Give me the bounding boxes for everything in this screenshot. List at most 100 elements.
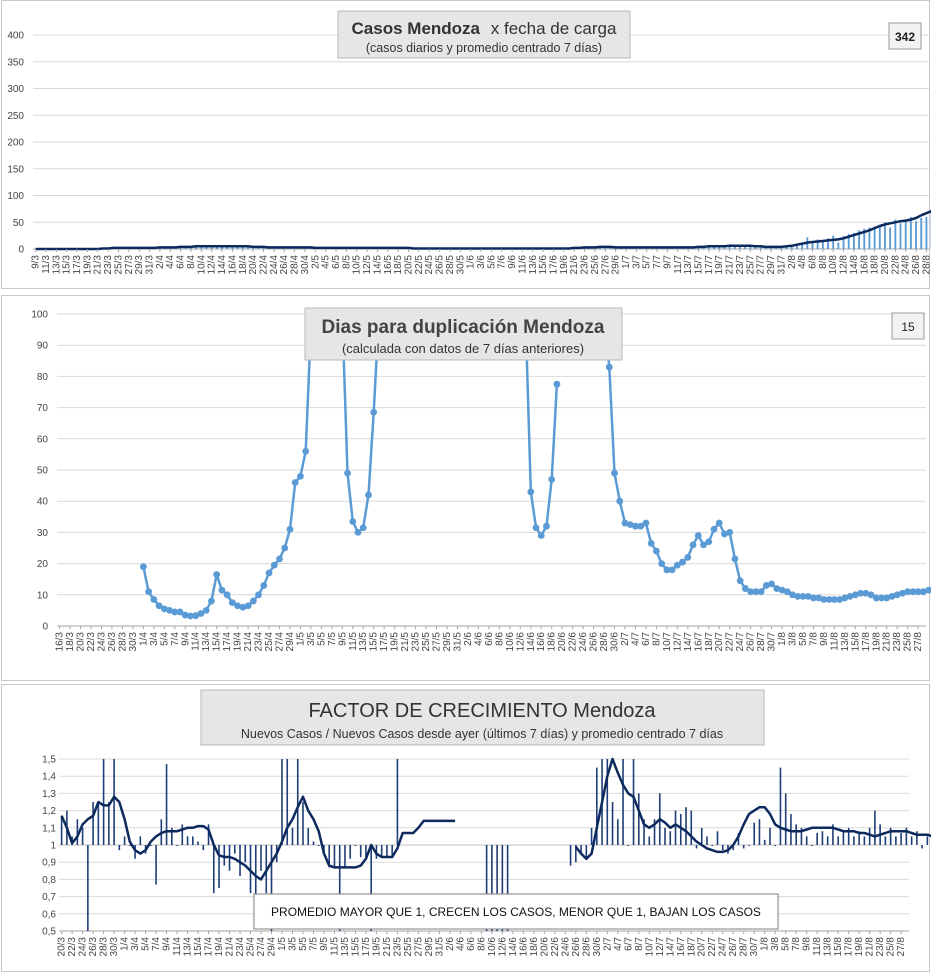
x-tick-label: 18/8	[870, 255, 881, 275]
bar-growth-factor	[485, 845, 488, 931]
doubling-point	[820, 596, 828, 603]
y-tick-label: 300	[7, 84, 24, 95]
bar-daily-cases	[904, 219, 907, 249]
x-tick-label: 16/4	[227, 255, 238, 275]
x-tick-label: 1/4	[120, 937, 131, 951]
doubling-point	[291, 479, 299, 486]
cases-chart: 0 50 100 150 200 250 300 350 400 9/3 11/3 13/3 15/3…	[7, 10, 931, 275]
doubling-point	[213, 571, 221, 578]
doubling-point	[281, 544, 289, 552]
doubling-point	[344, 469, 351, 477]
bar-growth-factor	[302, 802, 304, 845]
doubling-point	[857, 589, 864, 597]
bar-growth-factor	[391, 845, 393, 858]
doubling-point	[752, 588, 760, 596]
doubling-point	[160, 605, 168, 613]
x-tick-label: 3/8	[770, 937, 781, 951]
x-tick-label: 18/7	[686, 937, 697, 957]
x-tick-label: 17/8	[861, 632, 872, 652]
doubling-point	[302, 447, 310, 455]
bar-daily-cases	[873, 226, 876, 249]
bar-growth-factor	[769, 827, 771, 845]
x-tick-label: 20/6	[539, 937, 550, 957]
cases-bars	[101, 211, 931, 249]
bar-growth-factor	[585, 845, 588, 859]
doubling-point	[637, 522, 645, 530]
x-tick-label: 7/5	[308, 937, 319, 951]
bar-daily-cases	[739, 245, 741, 249]
x-tick-label: 4/6	[473, 632, 484, 646]
doubling-point	[155, 602, 163, 610]
bar-growth-factor	[281, 759, 283, 845]
bar-daily-cases	[226, 246, 229, 249]
growth-y-axis: 0,5 0,6 0,7 0,8 0,9 1 1,1 1,2 1,3 1,4 1,5	[42, 755, 56, 938]
x-tick-label: 15/5	[369, 632, 380, 652]
doubling-point	[872, 594, 880, 602]
x-tick-label: 17/5	[379, 632, 390, 652]
doubling-title-box	[304, 307, 623, 361]
x-tick-label: 8/6	[476, 937, 487, 951]
x-tick-label: 31/5	[434, 937, 445, 957]
bar-growth-factor	[186, 836, 189, 845]
x-tick-label: 10/6	[505, 632, 516, 652]
x-tick-label: 29/7	[766, 255, 777, 275]
x-tick-label: 2/7	[602, 937, 613, 951]
x-tick-label: 28/6	[581, 937, 592, 957]
doubling-point	[878, 594, 885, 602]
bar-daily-cases	[733, 246, 736, 249]
bar-daily-cases	[241, 246, 244, 249]
bar-daily-cases	[899, 223, 902, 249]
x-tick-label: 19/5	[371, 937, 382, 957]
bar-growth-factor	[632, 759, 635, 845]
bar-growth-factor	[76, 819, 79, 845]
doubling-point	[705, 538, 713, 546]
x-tick-label: 24/7	[718, 937, 729, 957]
bar-growth-factor	[616, 819, 619, 845]
y-tick-label: 1,4	[42, 772, 56, 783]
doubling-point	[841, 594, 849, 602]
x-tick-label: 12/7	[655, 937, 666, 957]
x-tick-label: 30/7	[767, 632, 778, 652]
x-tick-label: 19/8	[854, 937, 865, 957]
doubling-point	[930, 586, 931, 591]
x-tick-label: 29/4	[285, 632, 296, 652]
y-tick-label: 0,6	[42, 909, 56, 920]
x-tick-label: 8/6	[494, 632, 505, 646]
bar-growth-factor	[260, 845, 262, 871]
doubling-point	[208, 597, 215, 605]
bar-growth-factor	[491, 845, 493, 931]
doubling-point	[370, 408, 378, 416]
x-tick-label: 16/5	[383, 255, 394, 275]
bar-daily-cases	[868, 227, 871, 249]
bar-growth-factor	[218, 845, 220, 888]
doubling-gridlines	[57, 313, 926, 627]
x-tick-label: 8/8	[818, 255, 829, 269]
x-tick-label: 19/4	[233, 632, 244, 652]
doubling-point	[270, 561, 278, 569]
bar-growth-factor	[627, 845, 630, 846]
x-tick-label: 19/7	[714, 255, 725, 275]
x-tick-label: 16/7	[693, 632, 704, 652]
bar-daily-cases	[858, 230, 861, 249]
bar-growth-factor	[244, 845, 247, 863]
bar-daily-cases	[231, 246, 234, 249]
series-7day-average	[60, 757, 931, 881]
cases-subtitle: (casos diarios y promedio centrado 7 día…	[366, 41, 602, 55]
x-tick-label: 26/5	[435, 255, 446, 275]
x-tick-label: 7/5	[327, 632, 338, 646]
bar-growth-factor	[837, 836, 839, 845]
y-tick-label: 1	[50, 841, 56, 852]
doubling-point	[914, 588, 922, 596]
bar-growth-factor	[270, 845, 273, 931]
x-tick-label: 6/4	[176, 255, 187, 269]
bar-growth-factor	[212, 845, 215, 894]
bar-daily-cases	[920, 217, 923, 249]
x-tick-label: 7/7	[652, 255, 663, 269]
bar-daily-cases	[661, 248, 664, 249]
series-7day-average	[35, 209, 931, 251]
bar-daily-cases	[210, 246, 213, 249]
x-tick-label: 13/4	[183, 937, 194, 957]
x-tick-label: 21/5	[382, 937, 393, 957]
x-tick-label: 5/5	[298, 937, 309, 951]
bar-growth-factor	[123, 836, 126, 845]
